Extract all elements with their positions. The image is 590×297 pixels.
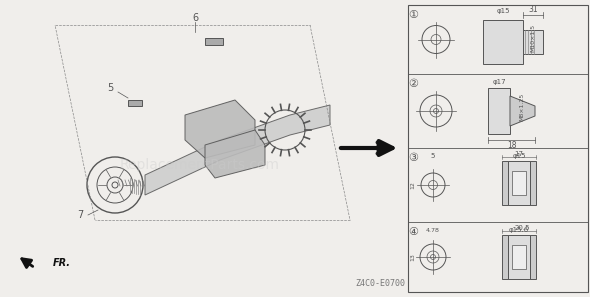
Text: Z4C0-E0700: Z4C0-E0700	[355, 279, 405, 288]
Bar	[408, 5, 588, 292]
Text: ③: ③	[408, 153, 418, 163]
Text: 31: 31	[528, 6, 538, 15]
Text: φ15: φ15	[512, 153, 526, 159]
Text: FR.: FR.	[53, 258, 71, 268]
Bar	[512, 171, 526, 195]
Text: ②: ②	[408, 79, 418, 89]
Text: ④: ④	[408, 227, 418, 237]
Bar	[508, 161, 530, 205]
Polygon shape	[205, 130, 265, 178]
Text: 4.78: 4.78	[426, 228, 440, 233]
Bar	[502, 161, 508, 205]
Text: 20.5: 20.5	[514, 225, 530, 231]
Text: φ15.6: φ15.6	[509, 227, 529, 233]
Text: M8×1.25: M8×1.25	[520, 93, 525, 121]
Bar	[483, 20, 523, 64]
Text: ①: ①	[408, 10, 418, 20]
Text: 5: 5	[431, 153, 435, 159]
Text: 7: 7	[77, 210, 83, 220]
Text: M10×1.5: M10×1.5	[530, 24, 536, 52]
Text: 6: 6	[192, 13, 198, 23]
Bar	[128, 100, 142, 106]
Bar	[530, 161, 536, 205]
Bar	[488, 88, 510, 134]
Polygon shape	[185, 100, 255, 158]
Text: 18: 18	[507, 141, 516, 151]
Bar	[530, 235, 536, 279]
Bar	[512, 245, 526, 269]
Polygon shape	[510, 96, 535, 126]
Text: 5: 5	[107, 83, 113, 93]
Text: ReplacementParts.com: ReplacementParts.com	[120, 158, 280, 172]
Bar	[502, 235, 508, 279]
Text: 12: 12	[410, 181, 415, 189]
Text: 13: 13	[410, 253, 415, 261]
Bar	[508, 235, 530, 279]
Bar	[205, 38, 223, 45]
Bar	[523, 30, 543, 54]
Polygon shape	[145, 105, 330, 195]
Text: φ17: φ17	[492, 79, 506, 85]
Text: φ15: φ15	[496, 8, 510, 14]
Text: 17: 17	[514, 151, 523, 157]
